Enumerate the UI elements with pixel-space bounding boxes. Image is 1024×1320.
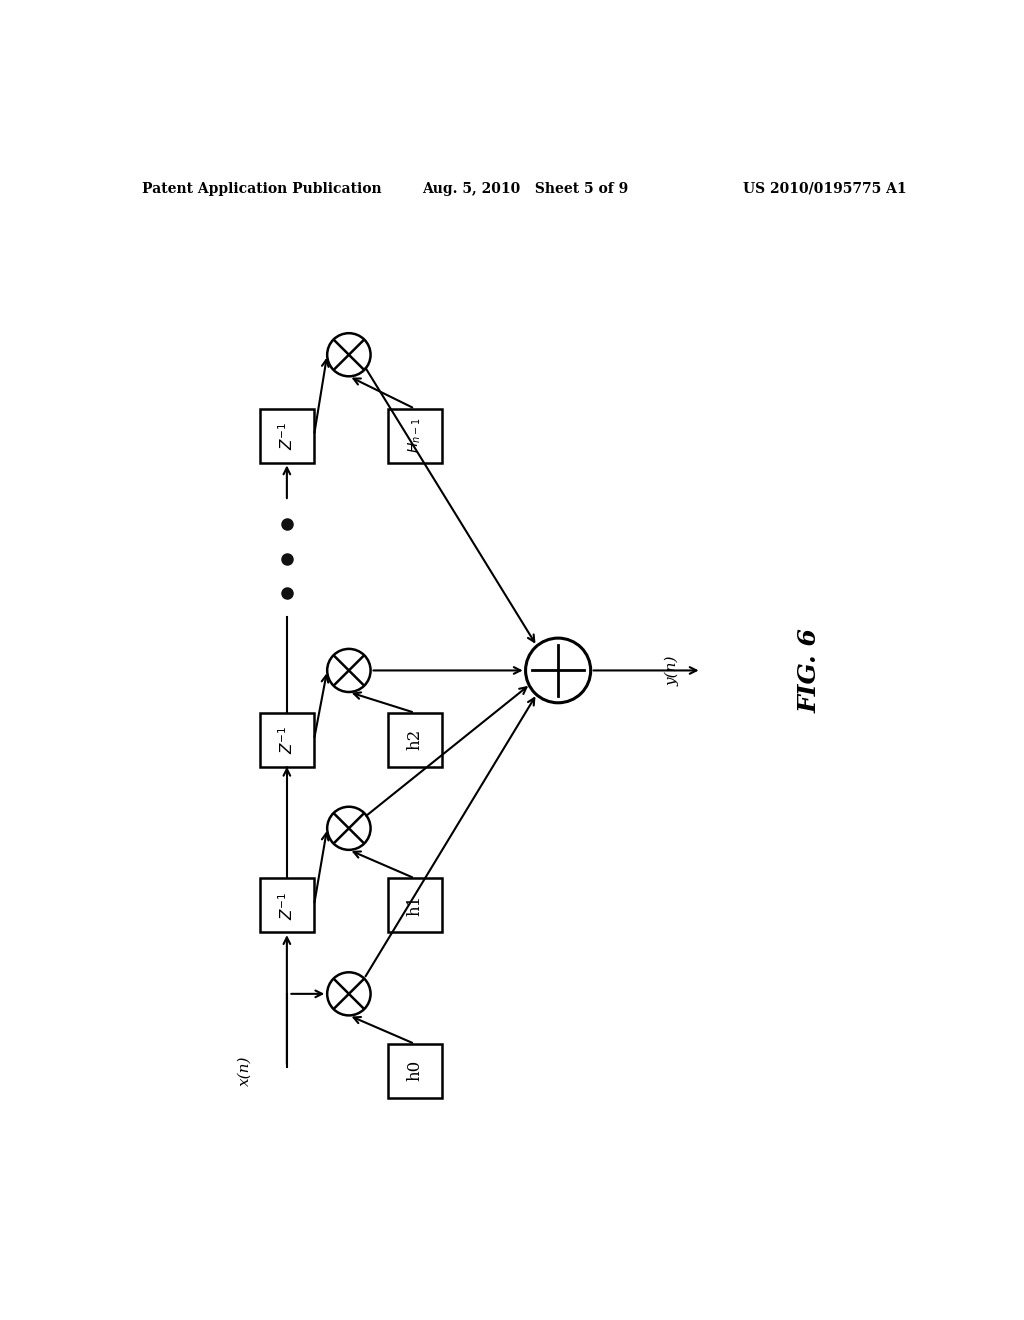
Text: $Z^{-1}$: $Z^{-1}$	[278, 726, 296, 754]
Circle shape	[328, 649, 371, 692]
Circle shape	[328, 973, 371, 1015]
FancyBboxPatch shape	[388, 713, 442, 767]
Circle shape	[328, 807, 371, 850]
Text: Aug. 5, 2010   Sheet 5 of 9: Aug. 5, 2010 Sheet 5 of 9	[422, 182, 628, 195]
FancyBboxPatch shape	[260, 409, 314, 462]
Text: y(n): y(n)	[665, 655, 679, 685]
FancyBboxPatch shape	[388, 409, 442, 462]
Text: FIG. 6: FIG. 6	[798, 628, 822, 713]
Text: h0: h0	[407, 1060, 423, 1081]
Circle shape	[328, 333, 371, 376]
Circle shape	[525, 638, 591, 702]
FancyBboxPatch shape	[388, 878, 442, 932]
Text: h1: h1	[407, 895, 423, 916]
FancyBboxPatch shape	[260, 713, 314, 767]
Text: x(n): x(n)	[238, 1056, 251, 1086]
Text: US 2010/0195775 A1: US 2010/0195775 A1	[743, 182, 907, 195]
Text: $Z^{-1}$: $Z^{-1}$	[278, 891, 296, 920]
Text: Patent Application Publication: Patent Application Publication	[142, 182, 382, 195]
FancyBboxPatch shape	[260, 878, 314, 932]
Text: $H_{n-1}$: $H_{n-1}$	[407, 417, 423, 454]
Text: h2: h2	[407, 729, 423, 750]
Text: $Z^{-1}$: $Z^{-1}$	[278, 421, 296, 450]
FancyBboxPatch shape	[388, 1044, 442, 1098]
